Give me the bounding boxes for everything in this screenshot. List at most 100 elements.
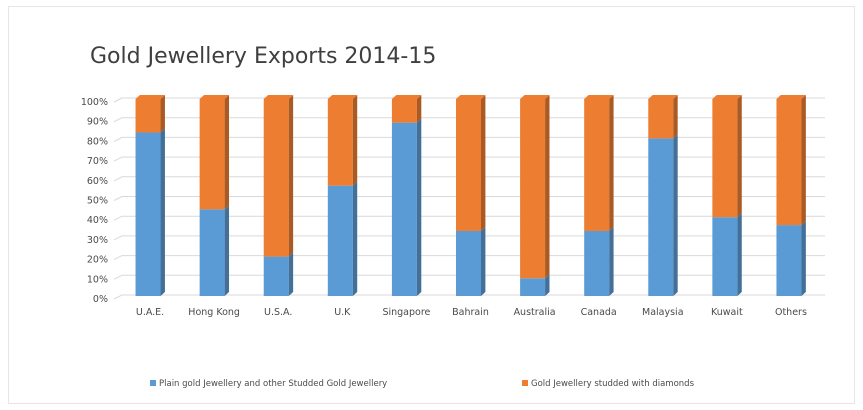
bar-segment <box>199 205 230 296</box>
bar-top <box>199 95 230 99</box>
x-tick-label: U.S.A. <box>264 307 292 318</box>
bar-side <box>160 95 165 133</box>
x-tick-label: U.K <box>334 307 351 318</box>
x-tick-label: Bahrain <box>452 307 489 318</box>
bar-side <box>352 181 358 296</box>
x-tick-label: Australia <box>514 307 556 318</box>
bar-segment <box>648 95 678 139</box>
bar-front <box>327 185 353 296</box>
bar-side <box>545 274 550 296</box>
bar-front <box>712 217 738 296</box>
bar-front <box>199 99 225 210</box>
y-tick-label: 70% <box>87 156 108 167</box>
x-tick-label: Malaysia <box>642 307 684 318</box>
bar-segment <box>199 95 230 210</box>
x-tick-label: Hong Kong <box>188 307 240 318</box>
x-tick-label: Kuwait <box>711 307 743 318</box>
bar-segment <box>520 95 550 279</box>
bar-segment <box>712 95 742 218</box>
bar-segment <box>776 221 806 296</box>
bars <box>135 95 806 296</box>
bar-side <box>801 221 806 296</box>
bar-segment <box>456 95 486 231</box>
bar-side <box>673 95 678 139</box>
bar-front <box>135 99 161 133</box>
bar-side <box>609 226 614 296</box>
bar-segment <box>776 95 806 226</box>
bar-segment <box>456 226 486 296</box>
bar-segment <box>263 252 294 296</box>
bar-top <box>456 95 486 99</box>
bar-front <box>712 99 738 218</box>
y-axis: 0% 10% 20% 30% 40% 50% 60% 70% 80% 90% 100% <box>81 97 108 305</box>
bar-side <box>224 205 230 296</box>
bar-top <box>327 95 358 99</box>
bar-top <box>776 95 806 99</box>
y-tick-label: 30% <box>87 235 108 246</box>
legend: Plain gold Jewellery and other Studded G… <box>150 379 695 389</box>
bar-top <box>712 95 742 99</box>
bar-top <box>135 95 165 99</box>
x-tick-label: U.A.E. <box>136 307 164 318</box>
bar-segment <box>263 95 294 257</box>
bar-segment <box>520 274 550 296</box>
bar-front <box>456 230 481 296</box>
legend-swatch <box>522 380 528 386</box>
bar-segment <box>584 95 614 231</box>
bar-side <box>416 95 422 123</box>
bar-front <box>199 209 225 296</box>
bar-front <box>391 122 417 296</box>
bar-side <box>609 95 614 231</box>
bar-front <box>648 99 674 139</box>
bar-front <box>776 225 802 296</box>
y-tick-label: 60% <box>87 176 108 187</box>
bar-segment <box>712 213 742 296</box>
bar-front <box>584 230 610 296</box>
legend-label: Plain gold Jewellery and other Studded G… <box>159 379 387 389</box>
bar-side <box>288 252 294 296</box>
bar-front <box>584 99 610 231</box>
chart-title: Gold Jewellery Exports 2014-15 <box>90 44 437 69</box>
bar-segment <box>327 181 358 296</box>
bar-top <box>584 95 614 99</box>
y-tick-label: 90% <box>87 117 108 128</box>
bar-side <box>801 95 806 226</box>
bar-side <box>160 128 165 296</box>
bar-side <box>224 95 230 210</box>
bar-side <box>545 95 550 279</box>
bar-side <box>352 95 358 186</box>
bar-top <box>648 95 678 99</box>
y-tick-label: 10% <box>87 274 108 285</box>
bar-side <box>416 118 422 296</box>
legend-swatch <box>150 380 156 386</box>
y-tick-label: 50% <box>87 196 108 207</box>
x-tick-label: Singapore <box>382 307 430 318</box>
y-tick-label: 80% <box>87 136 108 147</box>
bar-side <box>288 95 294 257</box>
bar-front <box>263 256 289 296</box>
bar-front <box>263 99 289 257</box>
bar-front <box>327 99 353 186</box>
bar-front <box>648 138 674 296</box>
bar-side <box>481 95 486 231</box>
bar-side <box>673 134 678 296</box>
x-axis: U.A.E. Hong Kong U.S.A. U.K Singapore Bahrain… <box>136 307 807 318</box>
bar-front <box>776 99 802 226</box>
y-tick-label: 100% <box>81 97 108 108</box>
bar-segment <box>584 226 614 296</box>
legend-label: Gold Jewellery studded with diamonds <box>531 379 695 389</box>
bar-front <box>520 278 546 296</box>
bar-side <box>481 226 486 296</box>
bar-front <box>391 99 417 123</box>
bar-front <box>456 99 481 231</box>
bar-segment <box>648 134 678 296</box>
bar-segment <box>391 95 422 123</box>
y-tick-label: 20% <box>87 255 108 266</box>
bar-front <box>520 99 546 279</box>
bar-side <box>737 213 742 296</box>
x-tick-label: Canada <box>581 307 617 318</box>
x-tick-label: Others <box>775 307 807 318</box>
bar-side <box>737 95 742 218</box>
bar-segment <box>135 128 165 296</box>
